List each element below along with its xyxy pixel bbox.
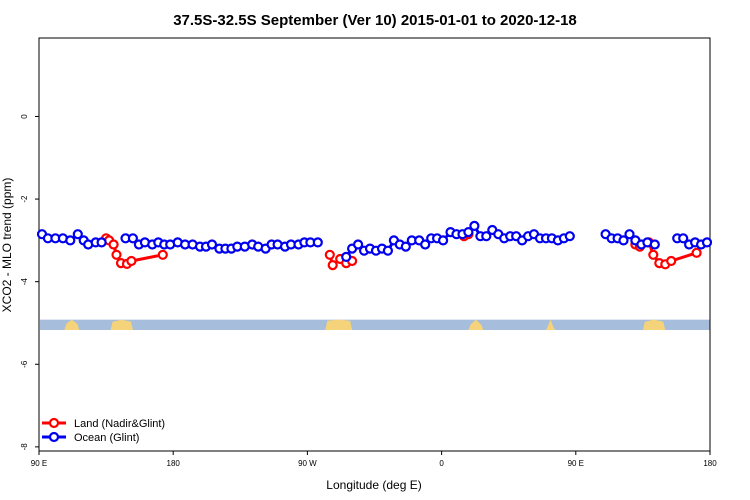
data-point-ocean — [438, 235, 449, 246]
data-point-land — [126, 255, 137, 267]
data-point-land — [324, 249, 335, 260]
x-tick-label: 180 — [167, 459, 181, 468]
data-point-ocean — [564, 231, 575, 242]
data-point-ocean — [400, 241, 411, 252]
chart-title: 37.5S-32.5S September (Ver 10) 2015-01-0… — [173, 12, 577, 29]
data-point-ocean — [353, 239, 364, 250]
data-point-ocean — [72, 229, 83, 240]
data-point-ocean — [649, 239, 660, 250]
data-point-ocean — [469, 220, 480, 231]
series-ocean — [36, 220, 713, 262]
legend-item-land: Land (Nadir&Glint) — [42, 417, 165, 430]
data-point-ocean — [420, 239, 431, 250]
data-point-land — [666, 255, 677, 267]
x-tick-label: 90 E — [31, 459, 47, 468]
data-point-ocean — [618, 235, 629, 246]
data-point-ocean — [206, 239, 218, 250]
data-point-ocean — [312, 237, 323, 248]
legend-label-land: Land (Nadir&Glint) — [74, 418, 165, 430]
data-point-ocean — [678, 233, 689, 244]
data-point-ocean — [624, 229, 635, 240]
x-tick-label: 90 W — [298, 459, 317, 468]
map-land-masses — [64, 319, 666, 330]
y-tick-label: 0 — [20, 114, 29, 119]
legend-label-ocean: Ocean (Glint) — [74, 432, 139, 444]
series-layer — [36, 220, 713, 271]
legend-item-ocean: Ocean (Glint) — [42, 431, 139, 444]
data-point-land — [648, 249, 659, 260]
legend-marker-ocean — [48, 431, 60, 443]
x-tick-label: 180 — [703, 459, 717, 468]
data-point-ocean — [481, 231, 492, 242]
map-ocean-band — [40, 319, 710, 330]
y-axis: 0 -2 -4 -6 -8 — [20, 114, 39, 451]
data-point-land — [327, 260, 338, 271]
y-tick-label: -2 — [20, 195, 29, 203]
data-point-ocean — [65, 235, 76, 246]
y-tick-label: -6 — [20, 360, 29, 368]
data-point-ocean — [341, 251, 352, 262]
y-tick-label: -4 — [20, 278, 29, 286]
data-point-ocean — [463, 227, 474, 238]
x-axis: 90 E 180 90 W 0 90 E 180 — [31, 451, 717, 468]
y-axis-label: XCO2 - MLO trend (ppm) — [0, 178, 14, 313]
legend: Land (Nadir&Glint) Ocean (Glint) — [42, 417, 165, 444]
data-point-ocean — [701, 237, 713, 248]
data-point-ocean — [96, 237, 107, 248]
x-axis-label: Longitude (deg E) — [326, 478, 421, 492]
data-point-land — [691, 247, 702, 258]
data-point-land — [157, 249, 168, 260]
legend-marker-land — [48, 417, 60, 429]
world-map-strip — [40, 319, 710, 330]
y-tick-label: -8 — [20, 443, 29, 451]
data-point-land — [108, 239, 119, 250]
x-tick-label: 0 — [439, 459, 444, 468]
data-point-land — [111, 249, 122, 260]
data-point-ocean — [127, 233, 138, 244]
x-tick-label: 90 E — [568, 459, 584, 468]
data-point-ocean — [382, 245, 393, 256]
